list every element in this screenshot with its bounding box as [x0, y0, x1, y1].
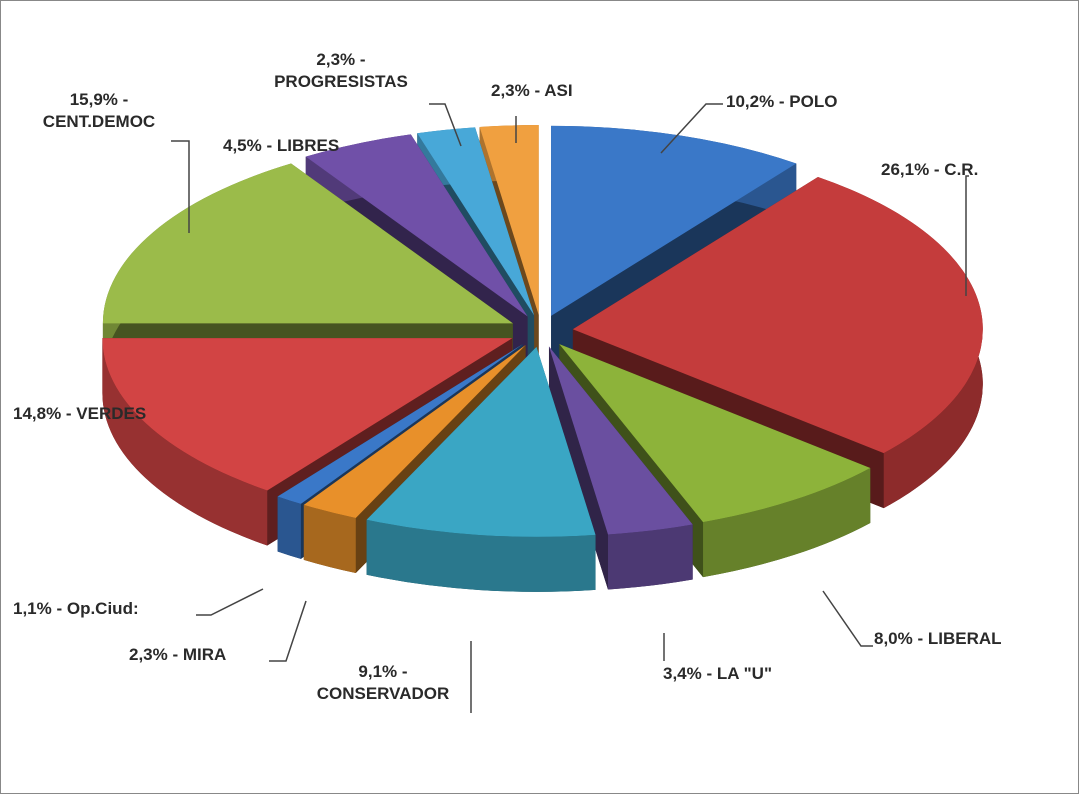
slice-side — [303, 345, 526, 573]
slice-top — [572, 176, 983, 454]
slice — [559, 344, 871, 578]
slice-top — [551, 125, 797, 316]
slice — [366, 346, 596, 592]
slice — [548, 346, 693, 590]
slice-top — [548, 346, 693, 535]
data-label: 2,3% - ASI — [491, 81, 573, 100]
data-label: 3,4% - LA "U" — [663, 664, 773, 683]
slice — [572, 176, 983, 509]
data-label: 14,8% - VERDES — [13, 404, 147, 423]
leader-line — [660, 103, 723, 154]
leader-line — [822, 590, 873, 647]
slice-side — [572, 176, 884, 509]
slice-wall — [366, 519, 596, 592]
data-label: 2,3% - MIRA — [129, 645, 227, 664]
data-label: 26,1% - C.R. — [881, 160, 979, 179]
slice-top — [559, 344, 871, 523]
leader-line — [269, 600, 307, 662]
slice-top — [102, 338, 513, 491]
leader-line — [171, 140, 190, 233]
data-label: 8,0% - LIBERAL — [874, 629, 1002, 648]
slice-wall — [277, 496, 301, 559]
data-label: 4,5% - LIBRES — [223, 136, 340, 155]
slice-top — [417, 127, 535, 316]
slice-top — [303, 345, 526, 518]
leader-line — [196, 588, 264, 616]
slice-top — [305, 134, 528, 317]
data-label: 2,3% - PROGRESISTAS — [274, 50, 408, 91]
data-label: 1,1% - Op.Ciud: — [13, 599, 139, 618]
leader-line — [429, 103, 462, 147]
slice-side — [102, 163, 513, 379]
slice-wall — [703, 467, 871, 578]
data-label: 9,1% - CONSERVADOR — [316, 662, 450, 703]
data-label: 10,2% - POLO — [726, 92, 838, 111]
slice-top — [277, 344, 523, 504]
slice-wall — [303, 504, 356, 573]
leader-line — [965, 175, 969, 296]
data-label: 15,9% - CENT.DEMOC — [42, 90, 156, 131]
slice-top — [366, 346, 596, 537]
slice-wall — [608, 524, 693, 590]
slice-top — [102, 163, 513, 324]
slice-top — [479, 125, 539, 316]
slice-wall — [102, 338, 268, 546]
